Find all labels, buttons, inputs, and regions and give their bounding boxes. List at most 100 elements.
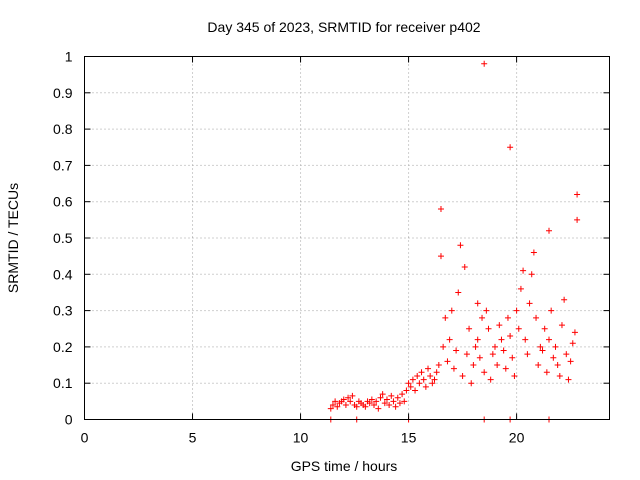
data-point bbox=[496, 322, 503, 329]
data-point bbox=[394, 394, 401, 401]
data-point bbox=[554, 362, 561, 369]
data-point bbox=[448, 307, 455, 314]
ticks-layer: 00.10.20.30.40.50.60.70.80.910 5 10 15 20 bbox=[53, 49, 610, 446]
y-tick-label: 0.3 bbox=[53, 303, 73, 319]
data-point bbox=[509, 354, 516, 361]
data-point bbox=[463, 351, 470, 358]
data-point bbox=[571, 329, 578, 336]
x-tick-label: 10 bbox=[293, 430, 309, 446]
grid-layer bbox=[84, 56, 610, 420]
data-point bbox=[552, 343, 559, 350]
data-point bbox=[373, 398, 380, 405]
data-point bbox=[457, 242, 464, 249]
data-point bbox=[440, 343, 447, 350]
data-point bbox=[520, 267, 527, 274]
data-point bbox=[407, 383, 414, 390]
data-point bbox=[569, 340, 576, 347]
data-point bbox=[476, 354, 483, 361]
data-point bbox=[366, 400, 373, 407]
data-point bbox=[537, 343, 544, 350]
data-point bbox=[530, 249, 537, 256]
data-point bbox=[539, 347, 546, 354]
x-axis-label: GPS time / hours bbox=[291, 458, 398, 474]
data-point bbox=[386, 401, 393, 408]
data-point bbox=[442, 314, 449, 321]
data-point bbox=[412, 387, 419, 394]
data-point bbox=[543, 369, 550, 376]
data-point bbox=[515, 325, 522, 332]
data-point bbox=[556, 372, 563, 379]
data-point bbox=[574, 191, 581, 198]
data-point bbox=[491, 343, 498, 350]
data-point bbox=[427, 372, 434, 379]
data-point bbox=[470, 362, 477, 369]
data-point bbox=[353, 403, 360, 410]
y-tick-label: 0.2 bbox=[53, 339, 73, 355]
data-point bbox=[455, 289, 462, 296]
data-point bbox=[437, 253, 444, 260]
data-point bbox=[446, 336, 453, 343]
data-point bbox=[511, 372, 518, 379]
data-point bbox=[466, 325, 473, 332]
data-point bbox=[345, 394, 352, 401]
data-point bbox=[494, 362, 501, 369]
y-tick-label: 0.5 bbox=[53, 230, 73, 246]
data-point bbox=[377, 394, 384, 401]
data-point bbox=[461, 264, 468, 271]
data-point bbox=[533, 314, 540, 321]
data-point bbox=[550, 354, 557, 361]
y-tick-label: 0.9 bbox=[53, 85, 73, 101]
x-tick-label: 0 bbox=[81, 430, 89, 446]
data-point bbox=[390, 398, 397, 405]
data-point bbox=[500, 347, 507, 354]
data-point bbox=[535, 362, 542, 369]
x-tick-label: 20 bbox=[509, 430, 525, 446]
data-point bbox=[401, 398, 408, 405]
data-point bbox=[405, 380, 412, 387]
data-point bbox=[563, 351, 570, 358]
data-point bbox=[431, 376, 438, 383]
data-point bbox=[498, 336, 505, 343]
data-point bbox=[433, 369, 440, 376]
y-tick-label: 0.6 bbox=[53, 194, 73, 210]
data-point bbox=[399, 391, 406, 398]
data-point bbox=[409, 376, 416, 383]
y-tick-label: 0.1 bbox=[53, 375, 73, 391]
data-point bbox=[561, 296, 568, 303]
x-tick-label: 5 bbox=[189, 430, 197, 446]
data-point bbox=[349, 392, 356, 399]
data-point bbox=[329, 401, 336, 408]
data-point bbox=[368, 396, 375, 403]
data-point bbox=[418, 369, 425, 376]
data-point bbox=[392, 403, 399, 410]
data-point bbox=[546, 227, 553, 234]
y-tick-label: 0.4 bbox=[53, 266, 73, 282]
data-point bbox=[513, 307, 520, 314]
data-point bbox=[342, 401, 349, 408]
data-point bbox=[479, 314, 486, 321]
data-point bbox=[388, 392, 395, 399]
data-point bbox=[474, 300, 481, 307]
data-point bbox=[414, 372, 421, 379]
data-point bbox=[416, 380, 423, 387]
data-point bbox=[375, 405, 382, 412]
points-layer bbox=[327, 60, 581, 423]
data-point bbox=[546, 336, 553, 343]
data-point bbox=[541, 325, 548, 332]
data-point bbox=[574, 216, 581, 223]
data-point bbox=[472, 343, 479, 350]
data-point bbox=[504, 314, 511, 321]
y-tick-label: 0.7 bbox=[53, 157, 73, 173]
data-point bbox=[507, 333, 514, 340]
data-point bbox=[558, 322, 565, 329]
y-tick-label: 1 bbox=[65, 49, 73, 65]
data-point bbox=[450, 365, 457, 372]
data-point bbox=[396, 400, 403, 407]
chart-title: Day 345 of 2023, SRMTID for receiver p40… bbox=[207, 19, 480, 35]
data-point bbox=[548, 307, 555, 314]
data-point bbox=[517, 285, 524, 292]
data-point bbox=[468, 380, 475, 387]
data-point bbox=[481, 60, 488, 67]
data-point bbox=[522, 336, 529, 343]
